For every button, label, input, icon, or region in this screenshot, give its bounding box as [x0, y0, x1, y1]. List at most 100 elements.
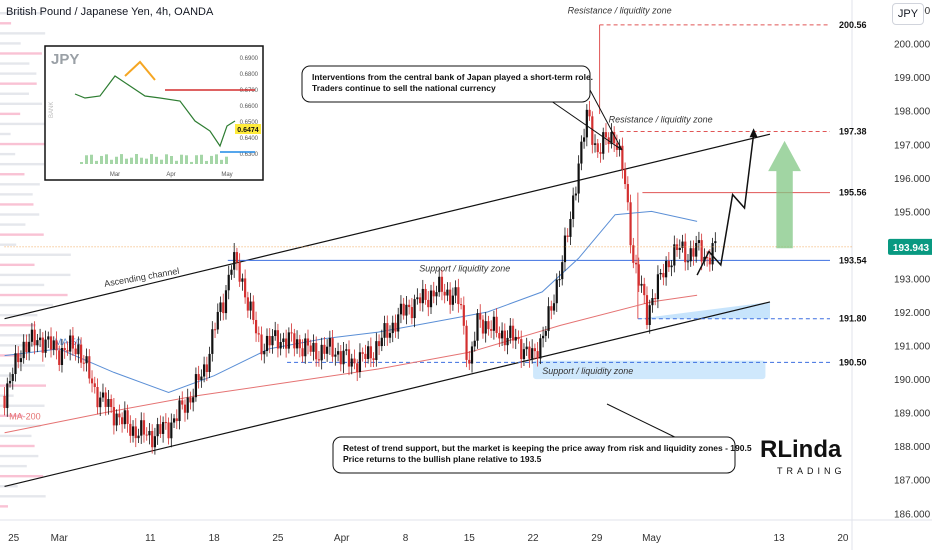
inset-volume-2	[90, 154, 93, 164]
candle-body-121	[334, 354, 337, 357]
candle-body-232	[637, 264, 640, 286]
inset-price-line	[74, 75, 236, 148]
x-tick-label-6: 8	[403, 533, 409, 544]
candle-body-102	[282, 338, 285, 343]
candle-body-135	[372, 358, 375, 361]
candle-body-230	[632, 245, 635, 263]
candle-body-14	[41, 337, 44, 353]
candle-body-47	[131, 426, 135, 436]
y-tick-label-12: 189.000	[894, 409, 931, 420]
currency-button[interactable]: JPY	[892, 3, 924, 25]
ma50-label: MA-50	[55, 337, 82, 347]
candle-body-153	[421, 288, 424, 304]
inset-volume-1	[85, 155, 88, 164]
candle-body-43	[121, 417, 124, 425]
candle-body-53	[148, 431, 151, 436]
candle-body-151	[416, 297, 419, 300]
candle-body-217	[596, 143, 599, 153]
candle-body-91	[252, 301, 255, 320]
candle-body-123	[339, 351, 342, 365]
inset-volume-20	[180, 154, 183, 164]
inset-volume-18	[170, 155, 173, 164]
candle-body-170	[468, 359, 471, 364]
candle-body-254	[697, 240, 701, 243]
candle-body-79	[219, 302, 222, 312]
inset-watermark: BANK	[49, 102, 55, 118]
candle-body-120	[331, 338, 334, 357]
annotation-top-line-1: Traders continue to sell the national cu…	[312, 83, 496, 93]
candle-body-109	[301, 348, 304, 357]
inset-volume-14	[150, 154, 153, 164]
candle-body-175	[481, 319, 485, 334]
level-label-2: 195.56	[839, 188, 867, 198]
candle-body-226	[621, 145, 624, 170]
annotation-bottom-line-1: Price returns to the bullish plane relat…	[343, 454, 542, 464]
volume-profile-bar-33	[0, 173, 25, 176]
candle-body-242	[665, 260, 668, 278]
candle-body-17	[49, 336, 53, 350]
candle-body-113	[312, 342, 315, 352]
inset-volume-13	[145, 158, 148, 164]
candle-body-194	[533, 348, 536, 352]
annotation-bottom-line-0: Retest of trend support, but the market …	[343, 443, 752, 453]
y-tick-label-15: 186.000	[894, 509, 931, 520]
candle-body-173	[476, 313, 479, 341]
candle-body-260	[714, 241, 717, 244]
level-label-0: 200.56	[839, 20, 867, 30]
candle-body-37	[104, 392, 107, 407]
inset-x-tick-1: Apr	[166, 172, 175, 178]
candle-body-119	[328, 338, 331, 347]
candle-body-213	[585, 109, 588, 138]
candle-body-103	[285, 338, 288, 349]
candle-body-112	[309, 345, 312, 352]
candle-body-210	[577, 163, 580, 194]
inset-y-tick-0: 0.6900	[240, 56, 259, 62]
projection-arrowhead	[749, 128, 758, 138]
candle-body-57	[159, 424, 162, 434]
level-label-1: 197.38	[839, 127, 867, 137]
candle-body-208	[572, 195, 575, 219]
zone-label-3: Support / liquidity zone	[542, 366, 633, 376]
candle-body-180	[495, 316, 498, 334]
volume-profile-bar-3	[0, 474, 44, 478]
candle-body-241	[662, 272, 665, 278]
candle-body-150	[413, 299, 416, 319]
annotation-bottom-box	[332, 436, 736, 474]
inset-price-tag	[235, 124, 261, 134]
level-label-5: 190.50	[839, 357, 867, 367]
candle-body-222	[610, 132, 613, 145]
x-tick-label-7: 15	[464, 533, 476, 544]
volume-profile-bar-6	[0, 444, 35, 448]
x-tick-label-10: May	[642, 533, 661, 544]
candle-body-248	[681, 241, 684, 248]
candle-body-253	[695, 242, 698, 257]
candle-body-84	[233, 252, 236, 270]
candle-body-19	[55, 340, 58, 351]
candle-body-6	[19, 358, 23, 363]
zone-label-0: Resistance / liquidity zone	[568, 5, 672, 15]
candle-body-18	[52, 340, 55, 350]
candle-body-145	[399, 303, 403, 315]
y-tick-label-8: 193.000	[894, 274, 931, 285]
y-tick-label-6: 195.000	[894, 207, 931, 218]
candle-body-62	[172, 418, 176, 423]
candle-body-21	[60, 348, 64, 365]
inset-volume-4	[100, 155, 103, 164]
candle-body-200	[550, 306, 553, 311]
candle-body-133	[367, 346, 370, 360]
candle-body-176	[484, 321, 487, 334]
candle-body-148	[408, 304, 411, 308]
inset-volume-5	[105, 154, 108, 164]
candle-body-76	[211, 329, 214, 354]
inset-price-tag-label: 0.6474	[237, 127, 259, 134]
volume-profile-bar-4	[0, 464, 27, 468]
inset-orange-arrow	[124, 60, 156, 81]
inset-volume-25	[205, 160, 208, 164]
candle-body-59	[164, 422, 167, 424]
candle-body-156	[429, 290, 433, 308]
support-zone-box	[533, 360, 766, 380]
candle-body-10	[30, 329, 33, 342]
volume-profile-bar-2	[0, 485, 18, 488]
inset-volume-19	[175, 160, 178, 164]
candle-body-182	[500, 330, 504, 339]
